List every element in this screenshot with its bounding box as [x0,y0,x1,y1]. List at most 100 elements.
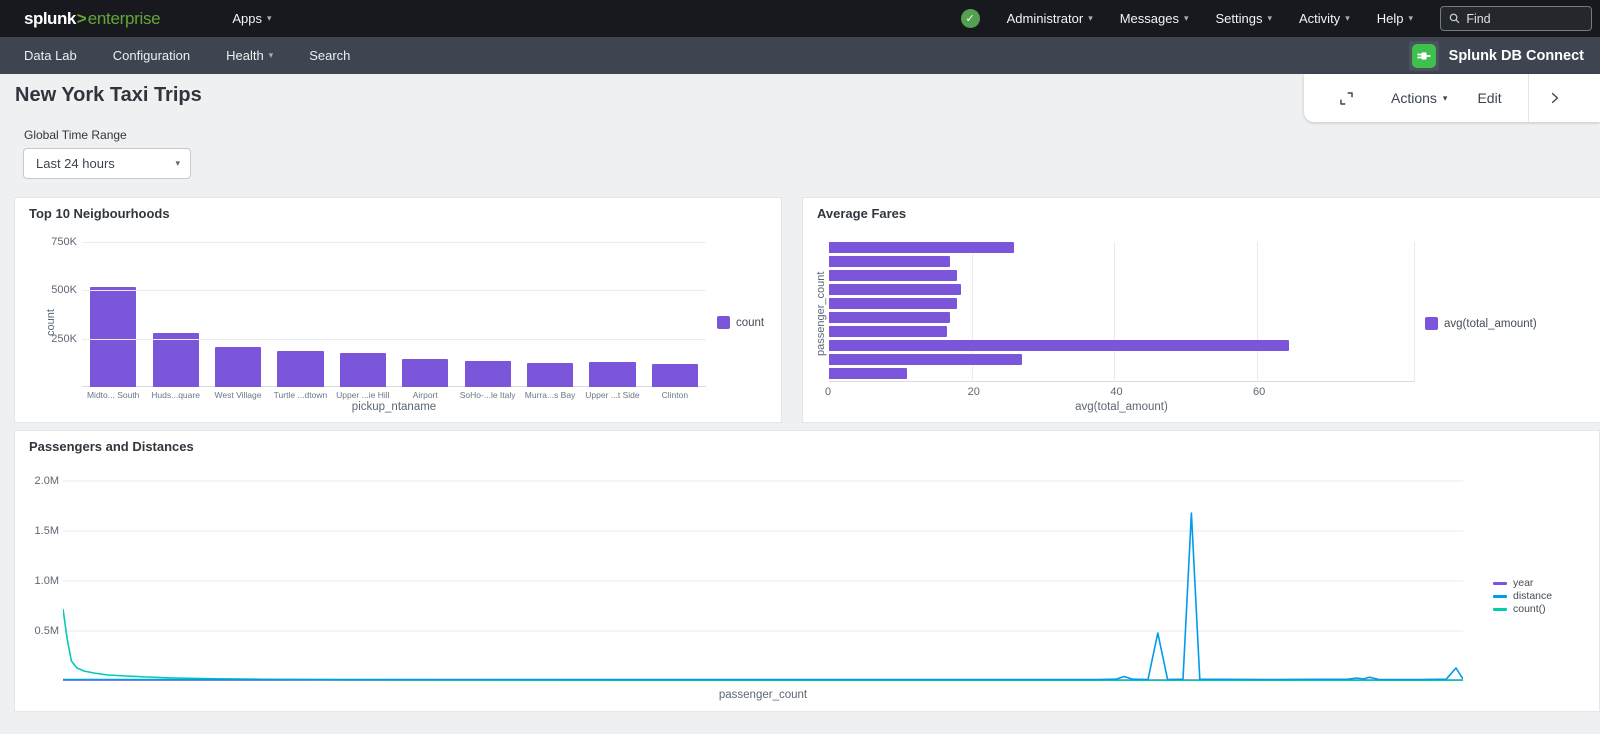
chevron-down-icon: ▾ [266,13,272,23]
chevron-down-icon: ▾ [175,158,180,168]
bar-series [82,234,706,387]
apps-menu[interactable]: Apps ▾ [232,11,271,26]
bar-slot [332,234,394,387]
y-tick-label: 2.0M [34,475,59,487]
top-nav-menu-help[interactable]: Help ▾ [1377,11,1413,26]
bar-chart-plot [829,242,1415,382]
time-range-dropdown[interactable]: Last 24 hours ▾ [23,148,191,179]
chevron-down-icon: ▾ [1345,13,1350,23]
bar[interactable] [829,284,961,295]
time-range-value: Last 24 hours [36,156,115,171]
y-tick-label: 1.5M [34,525,59,537]
actions-label: Actions [1391,90,1437,106]
bar[interactable] [651,363,698,387]
find-input[interactable] [1466,11,1583,26]
find-search-box[interactable] [1440,6,1592,31]
bar[interactable] [829,312,951,323]
app-nav-item-configuration[interactable]: Configuration [113,48,190,63]
bar[interactable] [152,333,199,387]
gridline [82,338,706,340]
y-axis-ticks: 250K 500K 750K [33,234,77,387]
apps-menu-label: Apps [232,11,262,26]
time-range-label: Global Time Range [24,128,127,142]
gridline [82,290,706,292]
splunk-logo[interactable]: splunk > enterprise [24,9,161,29]
x-category-label: Midto... South [86,390,140,400]
bar[interactable] [402,358,449,387]
y-tick-label: 250K [51,332,77,345]
x-axis-category-labels: Midto... South Huds...quare West Village Tu… [82,390,706,400]
line-series-count[interactable] [63,608,1463,681]
edit-button[interactable]: Edit [1477,90,1501,106]
x-axis-line [82,386,706,387]
bar[interactable] [526,362,574,387]
gridline [1114,242,1116,382]
bar-slot [456,234,518,387]
bar-chart-plot [82,234,706,387]
bar[interactable] [829,256,951,267]
legend-label: count() [1513,603,1546,615]
y-tick-label: 0.5M [34,625,59,637]
legend-label: distance [1513,590,1553,602]
menu-label: Activity [1299,11,1341,26]
top-nav-menu-activity[interactable]: Activity ▾ [1299,11,1350,26]
line-chart-plot [63,471,1463,681]
bar[interactable] [829,298,958,309]
bar[interactable] [464,360,511,387]
legend-item-avg-total-amount-[interactable]: avg(total_amount) [1425,317,1537,330]
x-axis-label: pickup_ntaname [351,401,437,413]
top-nav-menu-administrator[interactable]: Administrator ▾ [1007,11,1093,26]
bar[interactable] [829,270,958,281]
legend-swatch [717,316,730,329]
legend-swatch [1493,594,1507,598]
top-nav-menu-settings[interactable]: Settings ▾ [1216,11,1273,26]
bar[interactable] [829,326,947,337]
app-nav-item-health[interactable]: Health ▾ [226,48,273,63]
x-axis-ticks: 0 20 40 60 [825,386,1414,400]
fullscreen-icon[interactable] [1338,90,1355,107]
app-nav-bar: Data Lab Configuration Health ▾ Search Splun… [0,37,1600,74]
bar[interactable] [214,347,262,387]
bar[interactable] [829,242,1015,253]
x-tick-label: 40 [1110,386,1123,398]
top-nav-menus: Administrator ▾ Messages ▾ Settings ▾ Activity… [1007,11,1413,26]
chart-legend: year distance count() [1493,577,1552,615]
chevron-right-icon[interactable] [1547,90,1563,106]
legend-item-count--[interactable]: count() [1493,603,1552,615]
bar-slot [207,234,269,387]
nav-item-label: Search [309,48,351,63]
chevron-down-icon: ▾ [1267,13,1273,23]
bar-slot [519,234,581,387]
bar[interactable] [829,368,908,379]
y-axis-label: passenger_count [815,271,827,356]
x-category-label: West Village [214,390,262,400]
x-category-label: Upper ...t Side [585,390,640,400]
panel-title: Average Fares [817,206,907,221]
line-series-distance[interactable] [63,512,1463,681]
actions-menu-button[interactable]: Actions ▾ [1391,90,1447,106]
x-tick-label: 20 [967,386,980,398]
app-nav-item-data-lab[interactable]: Data Lab [24,48,77,63]
health-status-icon[interactable]: ✓ [960,9,980,28]
line-chart-svg [63,480,1463,681]
legend-item-year[interactable]: year [1493,577,1552,589]
app-nav-item-search[interactable]: Search [309,48,350,63]
dashboard-action-bar: Actions ▾ Edit [1304,74,1600,122]
bar[interactable] [339,352,386,387]
legend-item-distance[interactable]: distance [1493,590,1552,602]
top-nav-right: ✓ Administrator ▾ Messages ▾ Settings ▾ Activi… [960,6,1592,31]
legend-item-count[interactable]: count [717,316,764,329]
bar[interactable] [90,287,137,387]
page-title: New York Taxi Trips [15,84,202,106]
chevron-down-icon: ▾ [1408,13,1413,23]
top-nav-menu-messages[interactable]: Messages ▾ [1120,11,1189,26]
legend-label: count [736,316,765,329]
db-connect-icon-tile[interactable] [1408,40,1439,71]
bar[interactable] [829,340,1290,351]
nav-item-label: Configuration [112,48,191,63]
bar[interactable] [589,362,636,387]
top-nav-bar: splunk > enterprise Apps ▾ ✓ Administrat… [0,0,1600,37]
bar[interactable] [829,354,1022,365]
bar[interactable] [277,350,324,387]
